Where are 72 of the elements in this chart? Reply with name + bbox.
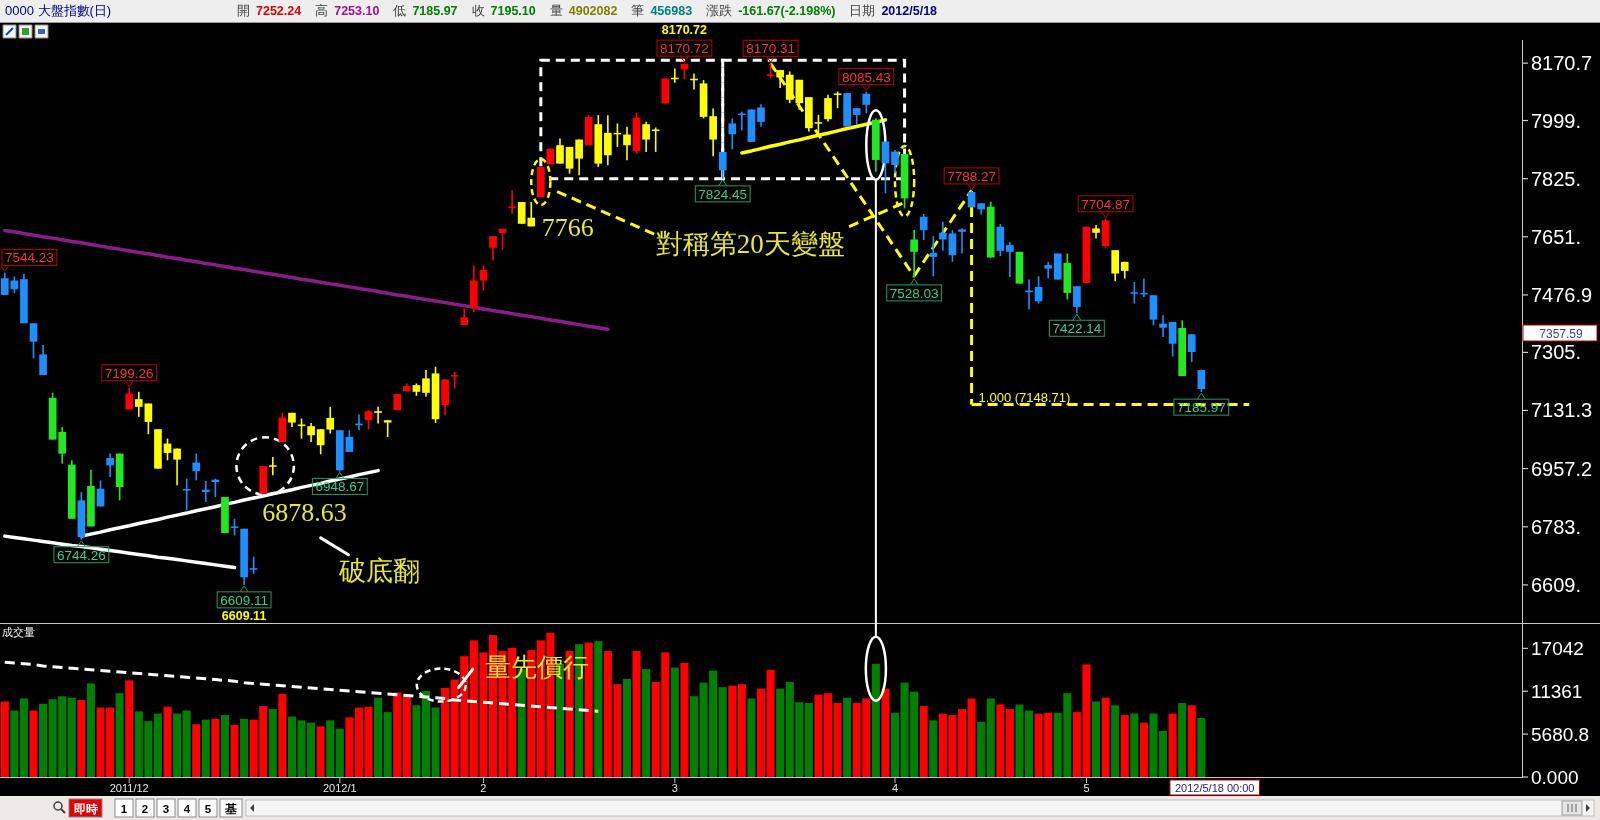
button: 5 bbox=[198, 798, 218, 818]
annotation: 破底翻 bbox=[338, 555, 420, 586]
subtitle: 日期 2012/5/18 bbox=[849, 4, 938, 18]
x-tick-label: 5 bbox=[1083, 782, 1090, 794]
x-tick-label: 3 bbox=[671, 782, 678, 794]
annotation: 7199.26 bbox=[104, 365, 154, 381]
y-tick-label: 11361 bbox=[1531, 680, 1583, 702]
value-label: 7528.03 bbox=[886, 278, 943, 302]
value-label: 8170.31 bbox=[742, 39, 799, 63]
y-tick-label: 6783. bbox=[1531, 515, 1582, 538]
subtitle: 收 7195.10 bbox=[471, 4, 536, 18]
annotation: 2012/5/18 00:00 bbox=[1169, 779, 1260, 796]
annotation: 7422.14 bbox=[1052, 321, 1102, 337]
title: 0000 大盤指數(日) bbox=[5, 3, 112, 18]
subtitle: 高 7253.10 bbox=[315, 4, 380, 18]
y-tick-label: 6609. bbox=[1531, 573, 1582, 596]
value-label: 8170.72 bbox=[656, 39, 713, 63]
y-tick-label: 7999. bbox=[1531, 109, 1582, 132]
y-tick-label: 7131.3 bbox=[1531, 399, 1593, 422]
axis-marker: 7357.59 bbox=[1522, 324, 1598, 342]
y-tick-label: 6957.2 bbox=[1531, 457, 1593, 480]
button: 3 bbox=[156, 798, 176, 818]
annotation: 6948.67 bbox=[315, 479, 365, 495]
button: 即時 bbox=[68, 798, 103, 818]
subtitle: 低 7185.97 bbox=[393, 4, 458, 18]
annotation: 8170.31 bbox=[746, 41, 795, 57]
button: 1 bbox=[114, 798, 134, 818]
value-label: 6948.67 bbox=[311, 471, 368, 495]
x-tick-label: 2 bbox=[480, 782, 487, 794]
annotation: 8170.72 bbox=[660, 41, 709, 57]
annotation: 7528.03 bbox=[889, 285, 939, 301]
x-tick-label: 2011/12 bbox=[109, 782, 149, 794]
y-tick-label: 7305. bbox=[1531, 341, 1582, 364]
annotation: 7704.87 bbox=[1081, 196, 1131, 212]
subtitle: 開 7252.24 bbox=[237, 4, 302, 18]
y-tick-label: 0.000 bbox=[1531, 766, 1579, 788]
annotation: 1.000 (7148.71) bbox=[978, 389, 1071, 405]
x-tick-label: 4 bbox=[891, 782, 899, 794]
annotation: 對稱第20天變盤 bbox=[655, 228, 845, 259]
value-label: 7199.26 bbox=[101, 364, 158, 388]
annotation: 6609.11 bbox=[220, 592, 268, 608]
button: 4 bbox=[177, 798, 197, 818]
x-tick-label: 2012/1 bbox=[323, 782, 357, 794]
y-tick-label: 7825. bbox=[1531, 167, 1582, 190]
annotation: 6609.11 bbox=[221, 609, 267, 623]
value-label: 6744.26 bbox=[53, 540, 110, 564]
value-label: 8085.43 bbox=[838, 68, 895, 92]
value-label: 7422.14 bbox=[1049, 313, 1105, 337]
value-label: 6609.11 bbox=[216, 585, 272, 609]
value-label: 7704.87 bbox=[1077, 195, 1134, 219]
annotation: 7766 bbox=[541, 212, 594, 242]
annotation: 8170.72 bbox=[661, 23, 707, 37]
title: 成交量 bbox=[2, 626, 35, 638]
y-tick-label: 17042 bbox=[1531, 637, 1584, 659]
button: 基 bbox=[219, 798, 243, 818]
annotation: 7544.23 bbox=[5, 250, 54, 266]
annotation: 7824.45 bbox=[698, 186, 748, 202]
annotation: 6878.63 bbox=[262, 498, 347, 528]
subtitle: 漲跌 -161.67(-2.198%) bbox=[706, 4, 836, 18]
subtitle: 量 4902082 bbox=[549, 4, 618, 18]
value-label: 7788.27 bbox=[943, 167, 1000, 191]
y-tick-label: 5680.8 bbox=[1531, 723, 1590, 745]
annotation: 6744.26 bbox=[56, 547, 106, 563]
value-label: 7544.23 bbox=[0, 248, 58, 272]
y-tick-label: 7476.9 bbox=[1531, 283, 1593, 306]
annotation: 7788.27 bbox=[947, 168, 996, 184]
subtitle: 筆 456983 bbox=[631, 4, 693, 18]
button: 2 bbox=[135, 798, 155, 818]
annotation: 8085.43 bbox=[841, 69, 891, 85]
value-label: 7824.45 bbox=[694, 179, 751, 203]
y-tick-label: 7651. bbox=[1531, 225, 1582, 248]
y-tick-label: 8170.7 bbox=[1531, 52, 1593, 75]
